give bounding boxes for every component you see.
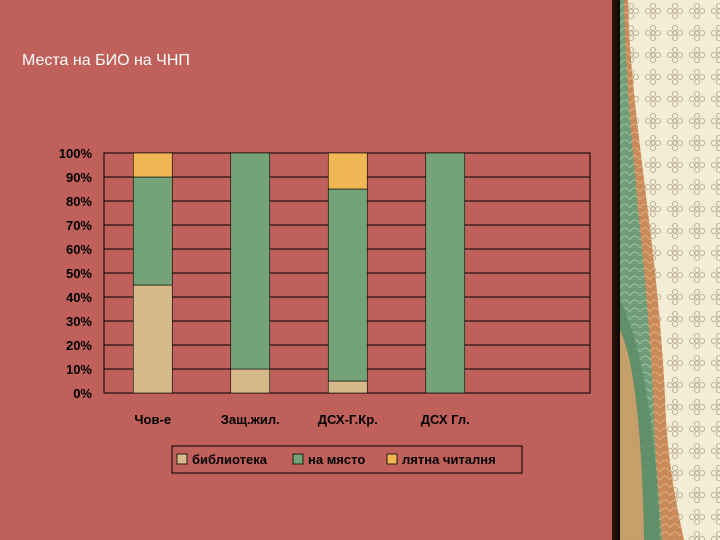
legend-label: на място	[308, 452, 365, 467]
x-tick-label: ДСХ Гл.	[421, 412, 470, 427]
x-tick-label: Защ.жил.	[221, 412, 280, 427]
bars	[132, 152, 466, 394]
legend: библиотека на място лятна читалня	[171, 445, 523, 474]
y-tick-label: 0%	[73, 386, 92, 401]
y-tick-label: 60%	[66, 242, 92, 257]
legend-swatch	[386, 453, 398, 465]
y-tick-label: 100%	[59, 146, 93, 161]
bar-segment	[327, 188, 368, 382]
y-tick-label: 40%	[66, 290, 92, 305]
y-tick-label: 50%	[66, 266, 92, 281]
bar-segment	[230, 152, 271, 370]
legend-label: лятна читалня	[402, 452, 496, 467]
bar-segment	[132, 176, 173, 286]
y-tick-label: 10%	[66, 362, 92, 377]
y-tick-label: 70%	[66, 218, 92, 233]
bar-segment	[327, 152, 368, 190]
y-axis-ticks: 0% 10% 20% 30% 40% 50% 60% 70% 80% 90% 100%	[59, 146, 93, 401]
bar-segment	[230, 368, 271, 394]
legend-box	[171, 445, 523, 474]
bar-segment	[425, 152, 466, 394]
y-tick-label: 30%	[66, 314, 92, 329]
legend-swatch	[292, 453, 304, 465]
y-tick-label: 80%	[66, 194, 92, 209]
stacked-bar-chart: 0% 10% 20% 30% 40% 50% 60% 70% 80% 90% 100% Чов-е З…	[59, 146, 591, 474]
slide-edge	[612, 0, 620, 540]
legend-label: библиотека	[192, 452, 268, 467]
slide-title: Места на БИО на ЧНП	[22, 52, 190, 69]
decorative-floral-border	[620, 0, 720, 540]
x-tick-label: ДСХ-Г.Кр.	[318, 412, 378, 427]
y-tick-label: 90%	[66, 170, 92, 185]
bar-segment	[132, 284, 173, 394]
bar-segment	[132, 152, 173, 178]
x-axis-ticks: Чов-е Защ.жил. ДСХ-Г.Кр. ДСХ Гл.	[134, 412, 469, 427]
legend-swatch	[176, 453, 188, 465]
bar-segment	[327, 380, 368, 394]
y-tick-label: 20%	[66, 338, 92, 353]
x-tick-label: Чов-е	[134, 412, 171, 427]
